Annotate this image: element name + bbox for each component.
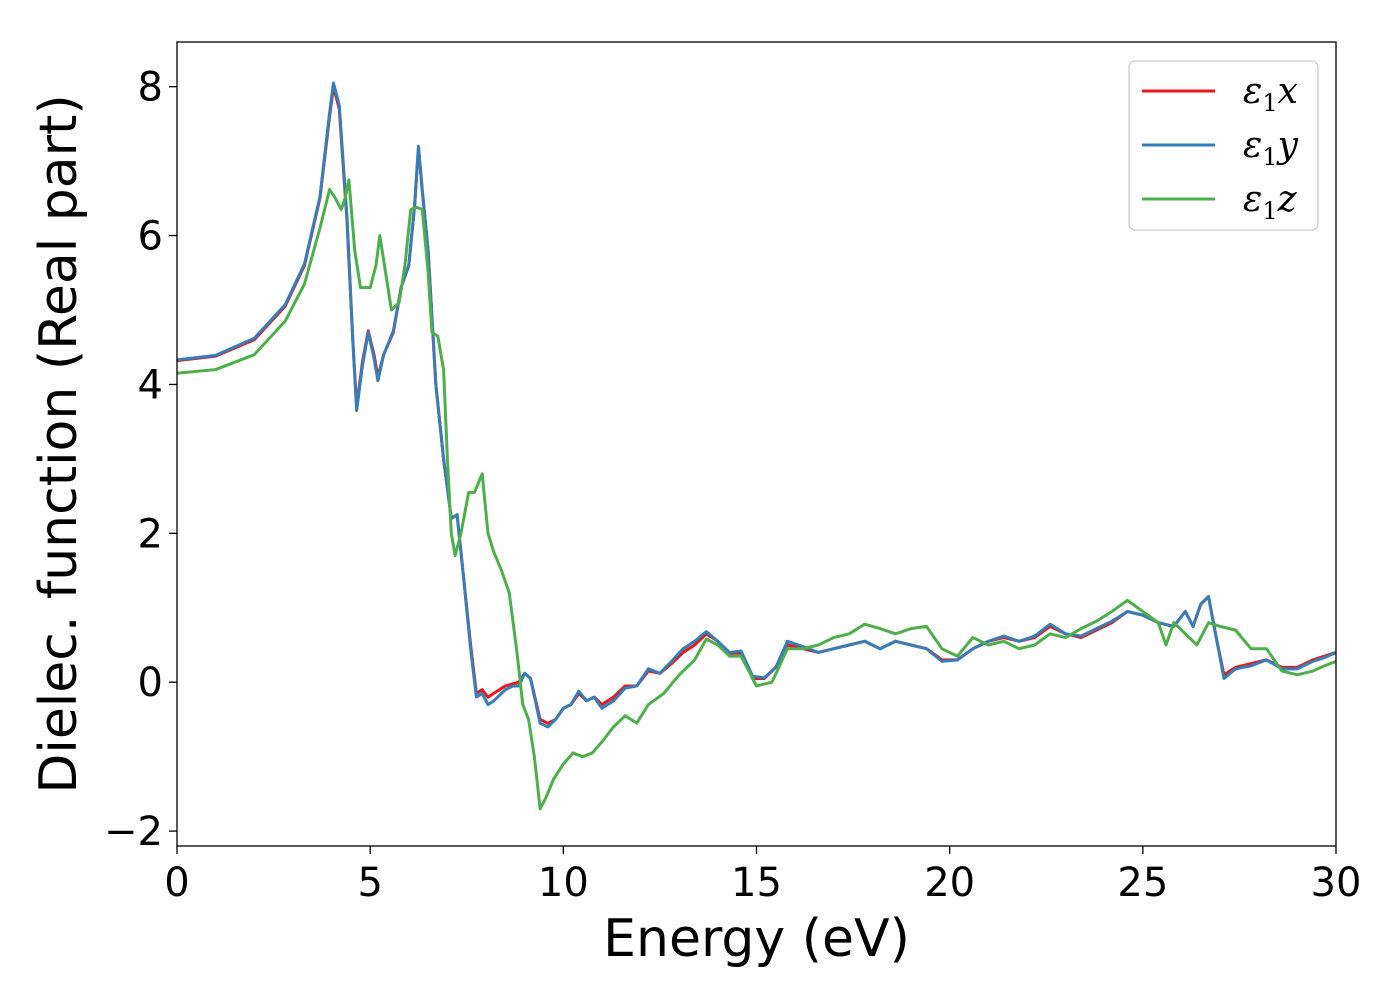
x-tick-label: 0	[164, 860, 189, 906]
x-axis-label: Energy (eV)	[603, 909, 910, 969]
legend-label: ε1x	[1243, 71, 1298, 117]
y-tick-label: 8	[138, 65, 163, 111]
legend-box	[1128, 60, 1319, 231]
legend-entry-x: ε1x	[1142, 71, 1298, 117]
y-axis-label: Dielec. function (Real part)	[29, 94, 89, 793]
x-tick-label: 15	[731, 860, 782, 906]
series-line-y	[177, 81, 1336, 729]
x-tick-label: 5	[357, 860, 382, 906]
x-tick-label: 10	[538, 860, 589, 906]
x-tick-label: 20	[924, 860, 975, 906]
y-tick-label: 2	[138, 511, 163, 557]
x-tick-label: 30	[1311, 860, 1362, 906]
legend: ε1x ε1y ε1z	[1128, 60, 1319, 231]
x-axis-ticks: 0 5 10 15 20 25 30	[164, 846, 1361, 906]
y-tick-label: 0	[138, 660, 163, 706]
legend-label: ε1y	[1243, 125, 1299, 171]
legend-label: ε1z	[1243, 179, 1298, 225]
y-tick-label: −2	[104, 809, 163, 855]
legend-entry-z: ε1z	[1142, 179, 1298, 225]
y-tick-label: 4	[138, 362, 163, 408]
series-layer	[177, 81, 1336, 811]
series-line-z	[177, 178, 1336, 811]
y-axis-ticks: −2 0 2 4 6 8	[104, 65, 177, 855]
legend-entry-y: ε1y	[1142, 125, 1299, 171]
x-tick-label: 25	[1117, 860, 1168, 906]
y-tick-label: 6	[138, 214, 163, 260]
